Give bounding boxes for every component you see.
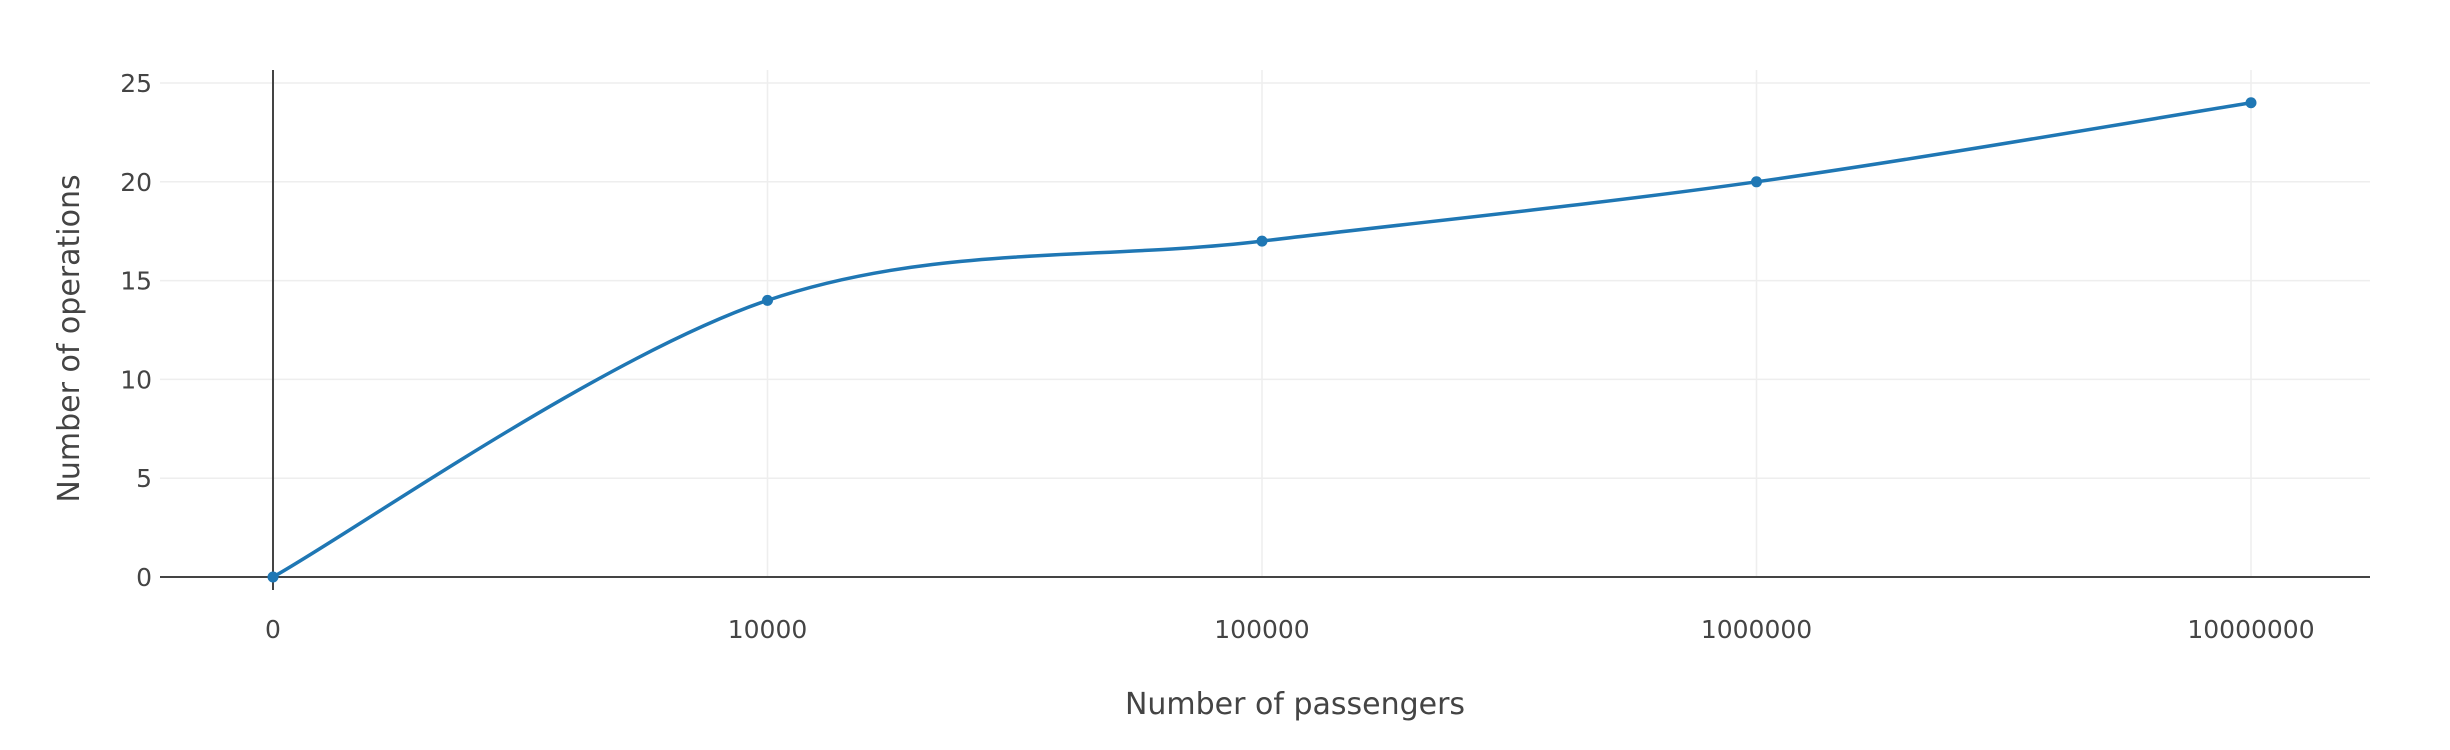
y-tick-label: 20 — [120, 168, 152, 197]
y-tick-label: 10 — [120, 365, 152, 394]
x-tick-label: 10000000 — [2187, 615, 2314, 644]
y-tick-label: 25 — [120, 69, 152, 98]
data-point — [267, 571, 279, 583]
series-layer — [267, 97, 2257, 583]
data-point — [762, 294, 773, 306]
y-tick-label: 15 — [120, 267, 152, 296]
tick-labels: 0 5 10 15 20 25 0 10000 100000 1000000 10000000 — [120, 69, 2314, 644]
x-tick-label: 1000000 — [1701, 615, 1812, 644]
y-axis-title: Number of operations — [52, 174, 87, 502]
x-axis-title: Number of passengers — [1125, 687, 1465, 722]
y-tick-label: 0 — [136, 563, 152, 592]
data-point — [1751, 176, 1762, 188]
data-point — [1256, 235, 1268, 247]
gridlines — [160, 70, 2370, 577]
x-tick-label: 10000 — [728, 615, 808, 644]
x-tick-label: 100000 — [1214, 615, 1309, 644]
x-tick-label: 0 — [265, 615, 281, 644]
data-point — [2245, 97, 2257, 109]
axes — [160, 70, 2370, 590]
y-tick-label: 5 — [136, 464, 152, 493]
